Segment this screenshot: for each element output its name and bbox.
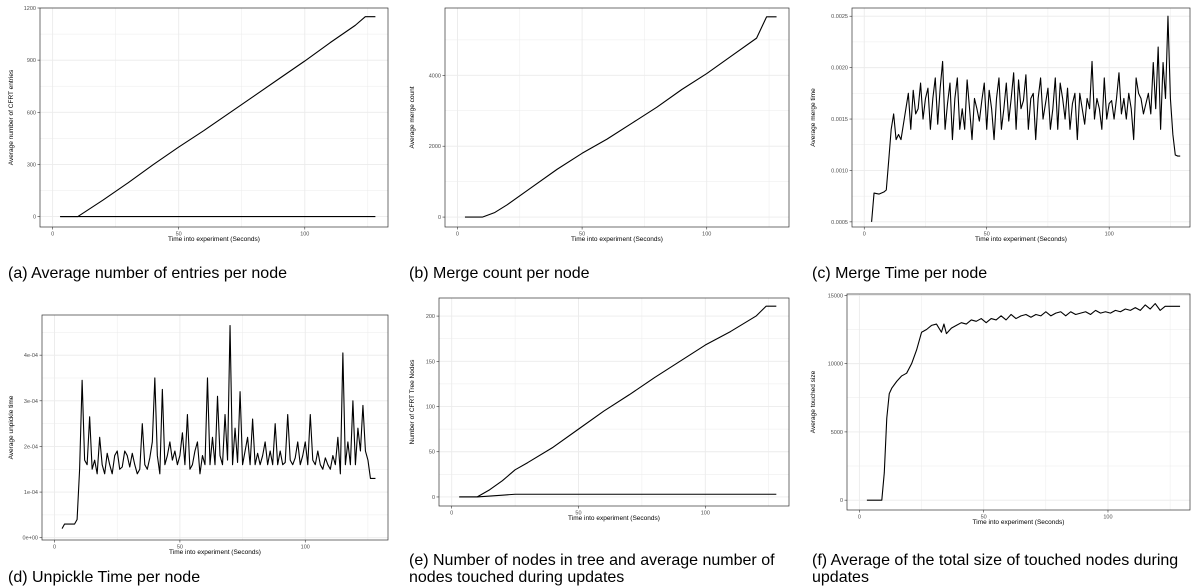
y-tick-label: 0e+00 — [23, 536, 38, 542]
y-tick-label: 15000 — [828, 293, 843, 299]
y-tick-label: 3e-04 — [24, 399, 38, 405]
y-axis-label: Average merge count — [409, 86, 416, 148]
chart-panel-a: 0 50 100 0 300 600 900 1200 Time into experiment… — [0, 0, 400, 250]
y-tick-label: 0.0015 — [831, 117, 848, 123]
y-axis-label: Average touched size — [810, 370, 817, 433]
y-tick-label: 1200 — [24, 6, 36, 12]
y-axis-label: Average merge time — [810, 88, 817, 147]
y-tick-label: 0.0005 — [831, 220, 848, 226]
chart-d-svg: 0 50 100 0e+00 1e-04 2e-04 3e-04 4e-04 Time into… — [8, 314, 389, 556]
y-tick-label: 50 — [429, 450, 435, 456]
y-tick-label: 1e-04 — [24, 490, 38, 496]
chart-panel-b: 0 50 100 0 2000 4000 Time into experiment (Sec… — [401, 0, 801, 250]
series-line-1 — [866, 303, 1181, 501]
chart-a-svg: 0 50 100 0 300 600 900 1200 Time into experiment… — [8, 6, 389, 243]
x-tick-label: 100 — [301, 545, 310, 551]
y-tick-label: 0.0025 — [831, 14, 848, 20]
caption-c: (c) Merge Time per node — [812, 265, 988, 282]
series-line-1 — [61, 324, 376, 529]
chart-e-svg: 0 50 100 0 50 100 150 200 Time into experiment (… — [409, 297, 790, 522]
chart-panel-d: 0 50 100 0e+00 1e-04 2e-04 3e-04 4e-04 Time into… — [0, 303, 400, 556]
series-line-1 — [871, 15, 1181, 222]
y-axis-label: Average unpickle time — [8, 395, 15, 459]
x-tick-label: 0 — [858, 515, 861, 521]
y-axis-label: Number of CFRT Tree Nodes — [409, 359, 416, 444]
series-line-2 — [459, 493, 777, 498]
y-tick-label: 0.0020 — [831, 66, 848, 72]
x-axis-label: Time into experiment (Seconds) — [168, 236, 260, 243]
y-tick-label: 2e-04 — [24, 444, 38, 450]
caption-d: (d) Unpickle Time per node — [8, 569, 201, 586]
y-tick-label: 150 — [426, 359, 435, 365]
x-tick-label: 0 — [450, 511, 453, 517]
chart-f-svg: 0 50 100 0 5000 10000 15000 Time into experimen… — [810, 293, 1191, 526]
x-tick-label: 50 — [575, 511, 581, 517]
y-tick-label: 4e-04 — [24, 353, 38, 359]
y-tick-label: 0 — [840, 498, 843, 504]
x-tick-label: 50 — [984, 232, 990, 238]
y-tick-label: 5000 — [831, 430, 843, 436]
x-tick-label: 50 — [579, 232, 585, 238]
y-axis-label: Average number of CFRT entries — [8, 69, 15, 165]
x-tick-label: 100 — [1103, 515, 1112, 521]
series-line-1 — [459, 305, 777, 498]
caption-e: (e) Number of nodes in tree and average … — [409, 552, 775, 586]
chart-panel-f: 0 50 100 0 5000 10000 15000 Time into experimen… — [802, 286, 1202, 536]
y-tick-label: 100 — [426, 405, 435, 411]
x-tick-label: 100 — [300, 232, 309, 238]
plot-border — [438, 297, 790, 507]
y-tick-label: 4000 — [429, 73, 441, 79]
y-tick-label: 600 — [27, 110, 36, 116]
y-tick-label: 0 — [438, 215, 441, 221]
y-tick-label: 10000 — [828, 362, 843, 368]
series-line-1 — [60, 16, 376, 218]
series-line-1 — [464, 16, 777, 218]
x-axis-label: Time into experiment (Seconds) — [975, 236, 1067, 243]
y-tick-label: 900 — [27, 58, 36, 64]
x-tick-label: 50 — [176, 232, 182, 238]
x-tick-label: 0 — [53, 545, 56, 551]
caption-f: (f) Average of the total size of touched… — [812, 552, 1179, 586]
y-tick-label: 300 — [27, 162, 36, 168]
caption-b: (b) Merge count per node — [409, 265, 590, 282]
x-axis-label: Time into experiment (Seconds) — [169, 549, 261, 556]
y-tick-label: 0.0010 — [831, 168, 848, 174]
x-axis-label: Time into experiment (Seconds) — [568, 515, 660, 522]
chart-b-svg: 0 50 100 0 2000 4000 Time into experiment (Sec… — [409, 7, 790, 243]
y-tick-label: 0 — [33, 215, 36, 221]
x-tick-label: 50 — [981, 515, 987, 521]
y-tick-label: 2000 — [429, 144, 441, 150]
plot-border — [39, 7, 389, 228]
caption-a: (a) Average number of entries per node — [8, 265, 287, 282]
x-tick-label: 0 — [51, 232, 54, 238]
x-tick-label: 50 — [177, 545, 183, 551]
x-tick-label: 100 — [701, 511, 710, 517]
y-tick-label: 200 — [426, 314, 435, 320]
x-tick-label: 0 — [863, 232, 866, 238]
y-tick-label: 0 — [432, 495, 435, 501]
plot-border — [846, 293, 1191, 511]
plot-border — [444, 7, 790, 228]
chart-panel-e: 0 50 100 0 50 100 150 200 Time into experiment (… — [401, 286, 801, 536]
x-tick-label: 0 — [456, 232, 459, 238]
chart-c-svg: 0 50 100 0.0005 0.0010 0.0015 0.0020 0.0025 Time… — [810, 7, 1191, 243]
plot-border — [41, 314, 389, 541]
x-axis-label: Time into experiment (Seconds) — [571, 236, 663, 243]
x-axis-label: Time into experiment (Seconds) — [973, 519, 1065, 526]
x-tick-label: 100 — [1105, 232, 1114, 238]
chart-panel-c: 0 50 100 0.0005 0.0010 0.0015 0.0020 0.0025 Time… — [802, 0, 1202, 250]
x-tick-label: 100 — [702, 232, 711, 238]
plot-border — [851, 7, 1191, 228]
